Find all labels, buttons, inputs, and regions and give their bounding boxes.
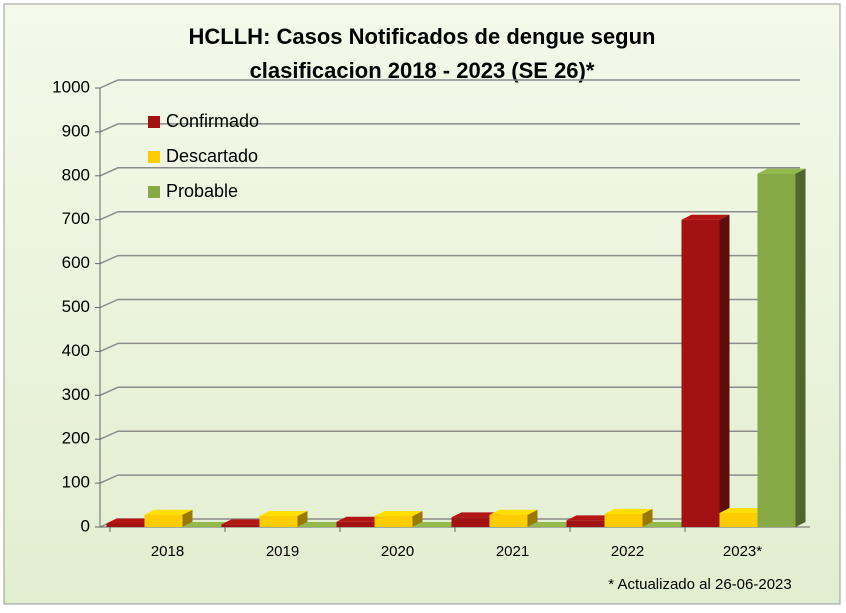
grid-line bbox=[99, 254, 800, 265]
bar-top bbox=[451, 512, 500, 518]
footnote: * Actualizado al 26-06-2023 bbox=[608, 576, 791, 593]
bar bbox=[106, 523, 145, 527]
bar-top bbox=[106, 518, 155, 524]
bar bbox=[259, 516, 298, 527]
bar-side bbox=[182, 509, 193, 527]
legend-swatch bbox=[148, 186, 160, 198]
x-tick-label: 2020 bbox=[381, 543, 414, 560]
y-tick-label: 0 bbox=[81, 516, 90, 535]
legend-swatch bbox=[148, 116, 160, 128]
y-tick-label: 400 bbox=[62, 341, 90, 360]
bar bbox=[221, 524, 260, 527]
y-tick-label: 500 bbox=[62, 297, 90, 316]
x-tick-label: 2021 bbox=[496, 543, 529, 560]
x-tick-label: 2019 bbox=[266, 543, 299, 560]
grid-line bbox=[99, 298, 800, 309]
bar-top bbox=[374, 511, 423, 517]
bar-side bbox=[297, 511, 308, 527]
bar-side bbox=[719, 214, 730, 527]
grid-line bbox=[99, 430, 800, 440]
chart-title: clasificacion 2018 - 2023 (SE 26)* bbox=[250, 58, 595, 83]
bar-side bbox=[642, 508, 653, 527]
bar-side bbox=[412, 511, 423, 527]
grid-line bbox=[99, 210, 800, 221]
bar-top bbox=[336, 516, 385, 522]
bar-top bbox=[259, 511, 308, 517]
bar-side bbox=[527, 509, 538, 527]
bar bbox=[719, 512, 758, 527]
bar-top bbox=[182, 522, 231, 527]
bar-top bbox=[719, 507, 768, 513]
legend-label: Descartado bbox=[166, 146, 258, 166]
bar-top bbox=[412, 522, 461, 527]
bar-top bbox=[566, 515, 615, 521]
grid-line bbox=[99, 123, 800, 133]
bar-top bbox=[489, 509, 538, 515]
bar bbox=[374, 516, 413, 527]
y-tick-label: 700 bbox=[62, 209, 90, 228]
bar-top bbox=[144, 509, 193, 515]
grid-line bbox=[99, 167, 800, 177]
y-tick-label: 1000 bbox=[52, 77, 90, 96]
y-tick-label: 900 bbox=[62, 121, 90, 140]
bar bbox=[451, 517, 490, 527]
grid-line bbox=[99, 474, 800, 484]
legend-label: Confirmado bbox=[166, 111, 259, 131]
x-tick-label: 2018 bbox=[151, 543, 184, 560]
y-tick-label: 200 bbox=[62, 429, 90, 448]
x-tick-label: 2022 bbox=[611, 543, 644, 560]
bar bbox=[336, 521, 375, 527]
grid-line bbox=[99, 386, 800, 396]
bar bbox=[681, 219, 720, 527]
bar bbox=[489, 514, 528, 527]
bar-top bbox=[681, 214, 730, 220]
y-tick-label: 800 bbox=[62, 165, 90, 184]
bar bbox=[566, 520, 605, 527]
bar bbox=[144, 514, 183, 527]
bar-top bbox=[221, 519, 270, 525]
bar-top bbox=[297, 522, 346, 527]
y-tick-label: 300 bbox=[62, 385, 90, 404]
bar-side bbox=[795, 168, 806, 528]
x-tick-label: 2023* bbox=[723, 543, 762, 560]
bar-top bbox=[604, 508, 653, 514]
legend-swatch bbox=[148, 151, 160, 163]
y-tick-label: 600 bbox=[62, 253, 90, 272]
bar bbox=[604, 513, 643, 527]
bar-top bbox=[757, 168, 806, 174]
bar-top bbox=[642, 522, 691, 527]
legend-label: Probable bbox=[166, 181, 238, 201]
chart-title: HCLLH: Casos Notificados de dengue segun bbox=[189, 24, 656, 49]
y-tick-label: 100 bbox=[62, 473, 90, 492]
bar-top bbox=[527, 522, 576, 527]
grid-line bbox=[99, 342, 800, 353]
bar bbox=[757, 173, 796, 528]
grid-line bbox=[99, 79, 800, 89]
